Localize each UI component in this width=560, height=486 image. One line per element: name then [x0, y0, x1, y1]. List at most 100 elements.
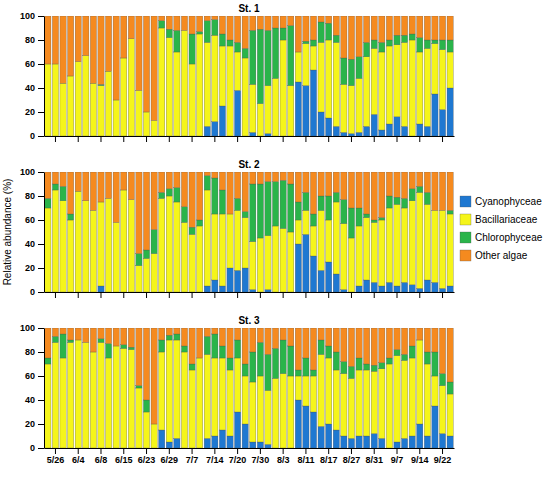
x-tick: 9/7 — [391, 448, 404, 465]
bar — [447, 436, 453, 448]
bar — [318, 22, 324, 42]
bar — [181, 16, 187, 30]
bar — [386, 196, 392, 208]
bar — [288, 376, 294, 448]
bar — [60, 334, 66, 358]
bar — [151, 172, 157, 230]
bar — [174, 340, 180, 438]
bar — [288, 26, 294, 86]
bar — [227, 328, 233, 358]
x-tick-mark — [146, 448, 147, 454]
bar — [386, 328, 392, 358]
bar — [288, 16, 294, 26]
bar — [189, 234, 195, 292]
bar — [447, 382, 453, 394]
y-tick-label: 60 — [25, 59, 35, 69]
bar — [121, 190, 127, 292]
bar — [424, 204, 430, 280]
bar — [265, 86, 271, 134]
bar — [159, 198, 165, 292]
y-tick: 60 — [25, 59, 44, 69]
x-tick — [442, 136, 443, 142]
bar — [288, 328, 294, 346]
bar — [401, 172, 407, 198]
x-tick-mark — [419, 292, 420, 298]
bar — [394, 45, 400, 117]
y-tick: 20 — [25, 263, 44, 273]
bar — [295, 52, 301, 82]
x-tick — [397, 292, 398, 298]
bar — [121, 348, 127, 448]
legend-label: Chlorophyceae — [475, 232, 543, 243]
bar — [348, 16, 354, 59]
bar — [432, 282, 438, 292]
bar — [280, 172, 286, 180]
x-tick-mark — [100, 448, 101, 454]
bar — [432, 40, 438, 44]
series-3 — [45, 328, 453, 424]
x-tick — [169, 292, 170, 298]
bar — [83, 342, 89, 448]
x-tick: 8/31 — [365, 448, 383, 465]
x-tick-label: 7/14 — [206, 455, 224, 465]
bar — [379, 16, 385, 42]
bar — [250, 442, 256, 448]
bar — [303, 16, 309, 41]
bar — [113, 222, 119, 292]
bar — [212, 20, 218, 36]
bar — [60, 201, 66, 292]
bar — [174, 328, 180, 334]
bar — [310, 376, 316, 412]
legend-label: Bacillariaceae — [475, 214, 538, 225]
x-tick-label: 7/20 — [229, 455, 247, 465]
y-tick-label: 80 — [25, 191, 35, 201]
bar — [439, 40, 445, 50]
bar — [250, 382, 256, 442]
panel-title: St. 3 — [238, 315, 260, 326]
bar — [68, 214, 74, 220]
bar — [128, 172, 134, 200]
bar — [250, 16, 256, 30]
x-tick-label: 8/31 — [365, 455, 383, 465]
y-tick: 100 — [20, 323, 44, 333]
bar — [371, 16, 377, 40]
bar — [166, 335, 172, 340]
y-tick: 80 — [25, 191, 44, 201]
x-tick: 8/3 — [277, 448, 290, 465]
bar — [394, 328, 400, 350]
bar — [303, 192, 309, 210]
x-tick — [305, 136, 306, 142]
legend-swatch — [460, 232, 471, 243]
bar — [326, 16, 332, 23]
y-tick: 60 — [25, 215, 44, 225]
bar — [212, 172, 218, 178]
bar — [204, 126, 210, 136]
bar — [386, 46, 392, 124]
x-tick-label: 7/7 — [186, 455, 199, 465]
bar — [151, 254, 157, 292]
x-tick: 8/27 — [343, 448, 361, 465]
bar — [235, 90, 241, 136]
bar — [272, 378, 278, 448]
bar — [288, 172, 294, 184]
bar — [333, 126, 339, 136]
x-tick: 7/20 — [229, 448, 247, 465]
y-tick-label: 60 — [25, 215, 35, 225]
bar — [295, 376, 301, 400]
bar — [235, 198, 241, 210]
y-tick-mark — [38, 400, 44, 401]
x-tick: 8/17 — [320, 448, 338, 465]
bar — [181, 172, 187, 207]
bar — [379, 52, 385, 130]
bar — [394, 35, 400, 45]
bar — [90, 16, 96, 83]
panel: 0204060801005/266/46/86/156/236/297/77/1… — [20, 315, 455, 465]
bar — [432, 352, 438, 376]
bar — [174, 188, 180, 202]
x-tick-label: 8/17 — [320, 455, 338, 465]
y-tick-mark — [38, 88, 44, 89]
bar — [174, 16, 180, 30]
bar — [356, 57, 362, 79]
x-tick — [305, 292, 306, 298]
bar — [417, 328, 423, 340]
